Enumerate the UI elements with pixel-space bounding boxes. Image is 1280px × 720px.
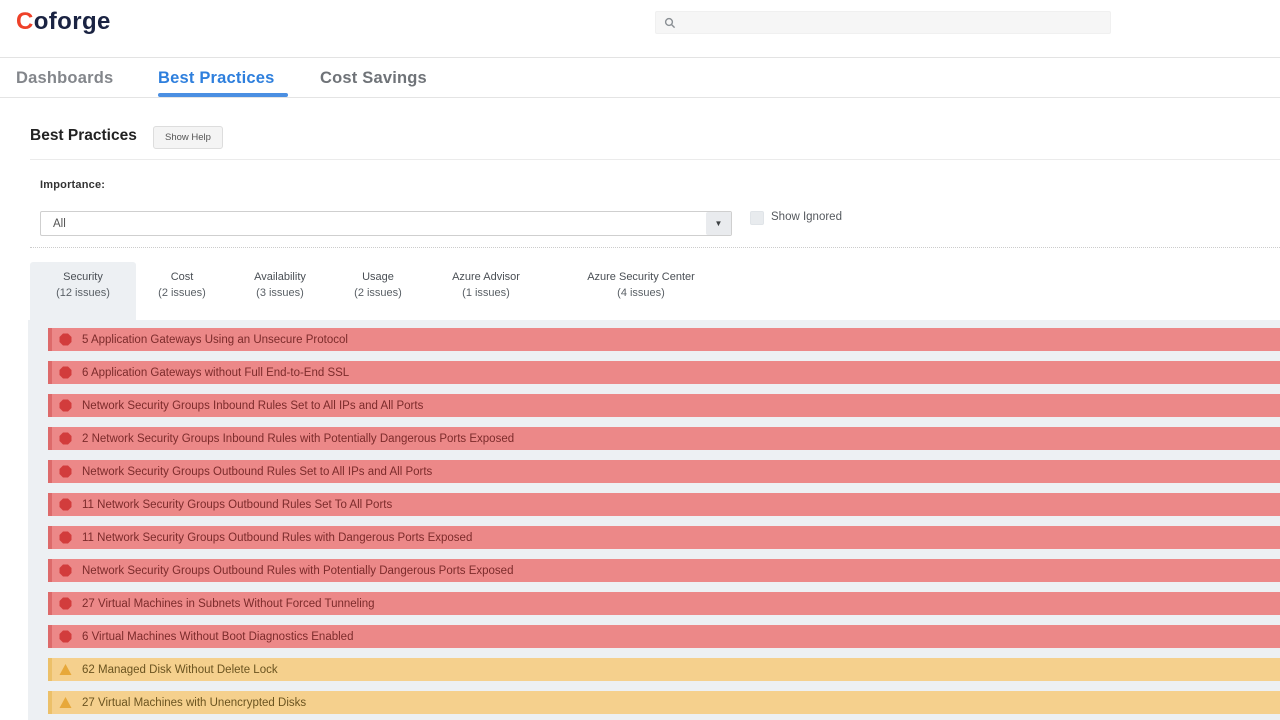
issue-row[interactable]: 6 Virtual Machines Without Boot Diagnost…: [48, 625, 1280, 648]
tab-label: Availability: [228, 271, 332, 283]
tab-count: (4 issues): [548, 287, 734, 299]
tab-count: (2 issues): [136, 287, 228, 299]
category-tab-azure-advisor[interactable]: Azure Advisor (1 issues): [424, 262, 548, 320]
stop-octagon-icon: [59, 498, 72, 511]
stop-octagon-icon: [59, 366, 72, 379]
issue-text: 11 Network Security Groups Outbound Rule…: [82, 499, 392, 511]
tab-count: (1 issues): [424, 287, 548, 299]
issue-text: 6 Application Gateways without Full End-…: [82, 367, 349, 379]
issue-row[interactable]: 11 Network Security Groups Outbound Rule…: [48, 526, 1280, 549]
stop-octagon-icon: [59, 333, 72, 346]
issue-text: 5 Application Gateways Using an Unsecure…: [82, 334, 348, 346]
stop-octagon-icon: [59, 432, 72, 445]
tab-label: Azure Advisor: [424, 271, 548, 283]
issue-row[interactable]: 62 Managed Disk Without Delete Lock: [48, 658, 1280, 681]
tab-count: (3 issues): [228, 287, 332, 299]
stop-octagon-icon: [59, 597, 72, 610]
tab-count: (2 issues): [332, 287, 424, 299]
stop-octagon-icon: [59, 399, 72, 412]
category-tab-azure-security-center[interactable]: Azure Security Center (4 issues): [548, 262, 734, 320]
category-tabs: Security (12 issues) Cost (2 issues) Ava…: [30, 262, 734, 320]
page-title: Best Practices: [30, 127, 137, 145]
importance-label: Importance:: [40, 179, 105, 191]
show-help-button[interactable]: Show Help: [153, 126, 223, 149]
issue-text: 27 Virtual Machines with Unencrypted Dis…: [82, 697, 306, 709]
issue-row[interactable]: Network Security Groups Inbound Rules Se…: [48, 394, 1280, 417]
importance-select[interactable]: All ▼: [40, 211, 732, 236]
issue-text: 11 Network Security Groups Outbound Rule…: [82, 532, 472, 544]
title-divider: [30, 159, 1280, 160]
issue-row[interactable]: 11 Network Security Groups Outbound Rule…: [48, 493, 1280, 516]
stop-octagon-icon: [59, 465, 72, 478]
issue-row[interactable]: Network Security Groups Outbound Rules w…: [48, 559, 1280, 582]
category-tab-availability[interactable]: Availability (3 issues): [228, 262, 332, 320]
tab-count: (12 issues): [30, 287, 136, 299]
category-tab-usage[interactable]: Usage (2 issues): [332, 262, 424, 320]
issue-row[interactable]: 6 Application Gateways without Full End-…: [48, 361, 1280, 384]
category-tab-cost[interactable]: Cost (2 issues): [136, 262, 228, 320]
global-search[interactable]: [655, 11, 1111, 34]
stop-octagon-icon: [59, 630, 72, 643]
issue-text: 62 Managed Disk Without Delete Lock: [82, 664, 278, 676]
issue-row[interactable]: Network Security Groups Outbound Rules S…: [48, 460, 1280, 483]
tab-label: Azure Security Center: [548, 271, 734, 283]
chevron-down-icon[interactable]: ▼: [706, 212, 731, 235]
issue-text: Network Security Groups Outbound Rules w…: [82, 565, 513, 577]
issue-row[interactable]: 2 Network Security Groups Inbound Rules …: [48, 427, 1280, 450]
issue-row[interactable]: 27 Virtual Machines with Unencrypted Dis…: [48, 691, 1280, 714]
tab-label: Cost: [136, 271, 228, 283]
warning-triangle-icon: [59, 663, 72, 676]
category-tab-security[interactable]: Security (12 issues): [30, 262, 136, 320]
warning-triangle-icon: [59, 696, 72, 709]
tab-label: Security: [30, 271, 136, 283]
filters-divider: [30, 247, 1280, 248]
header-divider: [0, 57, 1280, 58]
issue-text: 6 Virtual Machines Without Boot Diagnost…: [82, 631, 353, 643]
tab-label: Usage: [332, 271, 424, 283]
logo-letter-c: C: [16, 8, 34, 35]
issue-text: Network Security Groups Outbound Rules S…: [82, 466, 432, 478]
issue-row[interactable]: 27 Virtual Machines in Subnets Without F…: [48, 592, 1280, 615]
issue-text: 27 Virtual Machines in Subnets Without F…: [82, 598, 375, 610]
importance-selected-value: All: [41, 218, 706, 230]
search-input[interactable]: [682, 17, 1102, 29]
logo-rest: oforge: [34, 8, 111, 35]
search-icon: [664, 17, 676, 29]
nav-divider: [0, 97, 1280, 98]
issues-panel: 5 Application Gateways Using an Unsecure…: [28, 320, 1280, 720]
nav-tab-cost-savings[interactable]: Cost Savings: [320, 69, 427, 88]
stop-octagon-icon: [59, 564, 72, 577]
show-ignored-checkbox[interactable]: [750, 211, 764, 225]
coforge-logo: Coforge: [16, 8, 111, 36]
issue-text: Network Security Groups Inbound Rules Se…: [82, 400, 423, 412]
issue-text: 2 Network Security Groups Inbound Rules …: [82, 433, 514, 445]
stop-octagon-icon: [59, 531, 72, 544]
issue-row[interactable]: 5 Application Gateways Using an Unsecure…: [48, 328, 1280, 351]
show-ignored-label: Show Ignored: [771, 211, 842, 223]
nav-tab-best-practices[interactable]: Best Practices: [158, 69, 275, 88]
nav-tab-dashboards[interactable]: Dashboards: [16, 69, 113, 88]
